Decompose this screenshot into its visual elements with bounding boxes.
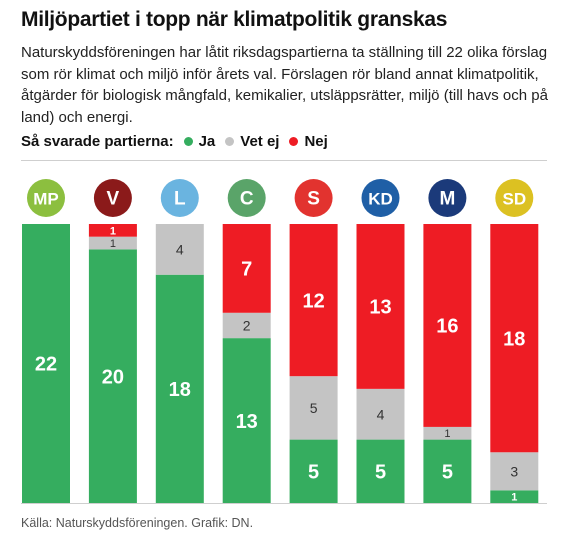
bar-l-vet-ej-label: 4	[176, 241, 184, 257]
legend-item-vet-ej: Vet ej	[225, 133, 279, 150]
bar-v-vet-ej-label: 1	[110, 238, 116, 250]
bar-sd-nej	[490, 224, 539, 453]
bar-l-vet-ej	[155, 224, 204, 275]
bar-c-ja	[222, 338, 271, 503]
bar-sd-vet-ej	[490, 452, 539, 491]
chart-title: Miljöpartiet i topp när klimatpolitik gr…	[21, 8, 448, 31]
party-badge-label-l: L	[174, 189, 186, 210]
bar-mp-ja	[22, 224, 70, 503]
bar-kd-vet-ej	[356, 388, 405, 440]
bar-c-ja-label: 13	[236, 411, 258, 433]
party-badge-label-m: M	[439, 189, 455, 210]
bar-l-ja	[155, 274, 204, 503]
bar-m-nej-label: 16	[436, 316, 458, 338]
party-badge-label-s: S	[307, 189, 320, 210]
bar-kd-ja	[356, 439, 405, 503]
legend-item-nej: Nej	[289, 133, 328, 150]
party-badge-label-kd: KD	[368, 190, 393, 209]
bar-m-nej	[423, 224, 472, 427]
legend-item-ja: Ja	[183, 133, 216, 150]
bar-v-nej	[88, 224, 137, 237]
party-badge-label-sd: SD	[502, 190, 526, 209]
bar-sd-nej-label: 18	[503, 328, 525, 350]
bar-c-nej	[222, 224, 271, 313]
party-badge-label-c: C	[240, 189, 254, 210]
bar-kd-vet-ej-label: 4	[377, 406, 385, 422]
source-note: Källa: Naturskyddsföreningen. Grafik: DN…	[21, 516, 254, 530]
bar-kd-nej-label: 13	[369, 297, 391, 319]
bar-s-nej-label: 12	[302, 290, 324, 312]
legend-intro: Så svarade partierna:	[21, 133, 174, 150]
bar-s-nej	[289, 224, 338, 377]
party-badge-v	[93, 179, 132, 217]
party-badge-s	[294, 179, 333, 217]
bar-c-vet-ej-label: 2	[243, 317, 251, 333]
bar-sd-ja-label: 1	[511, 492, 517, 504]
party-badge-mp	[27, 179, 65, 217]
bar-s-ja	[289, 439, 338, 503]
bar-c-nej-label: 7	[241, 259, 252, 281]
party-badge-kd	[361, 179, 400, 217]
legend-label-vet-ej: Vet ej	[240, 133, 280, 150]
legend-label-ja: Ja	[198, 133, 216, 150]
bar-m-vet-ej-label: 1	[444, 428, 450, 440]
party-badge-l	[160, 179, 199, 217]
legend-dot-vet-ej	[225, 137, 235, 146]
party-badge-m	[428, 179, 467, 217]
bar-s-ja-label: 5	[308, 461, 319, 483]
bar-kd-nej	[356, 224, 405, 389]
bar-m-ja	[423, 439, 472, 503]
legend-dot-ja	[183, 137, 193, 146]
party-badge-sd	[495, 179, 534, 217]
bar-c-vet-ej	[222, 312, 271, 339]
bar-s-vet-ej-label: 5	[310, 400, 318, 416]
legend-label-nej: Nej	[304, 133, 328, 150]
bar-v-ja-label: 20	[102, 366, 124, 388]
party-badge-c	[227, 179, 266, 217]
bar-v-vet-ej	[88, 236, 137, 250]
legend: Så svarade partierna: Ja Vet ej Nej	[21, 133, 328, 150]
bar-kd-ja-label: 5	[375, 461, 386, 483]
bar-mp-ja-label: 22	[35, 354, 57, 376]
party-badge-label-mp: MP	[33, 190, 59, 209]
bar-v-nej-label: 1	[110, 225, 116, 237]
bar-m-ja-label: 5	[442, 461, 453, 483]
bar-sd-vet-ej-label: 3	[510, 463, 518, 479]
bar-s-vet-ej	[289, 376, 338, 440]
party-badge-label-v: V	[107, 189, 120, 210]
header-divider	[21, 160, 547, 161]
bar-m-vet-ej	[423, 426, 472, 440]
chart-subtitle: Naturskyddsföreningen har låtit riksdags…	[21, 44, 548, 126]
legend-dot-nej	[289, 137, 299, 146]
bar-v-ja	[88, 249, 137, 503]
bar-sd-ja	[490, 490, 539, 503]
bar-l-ja-label: 18	[169, 379, 191, 401]
